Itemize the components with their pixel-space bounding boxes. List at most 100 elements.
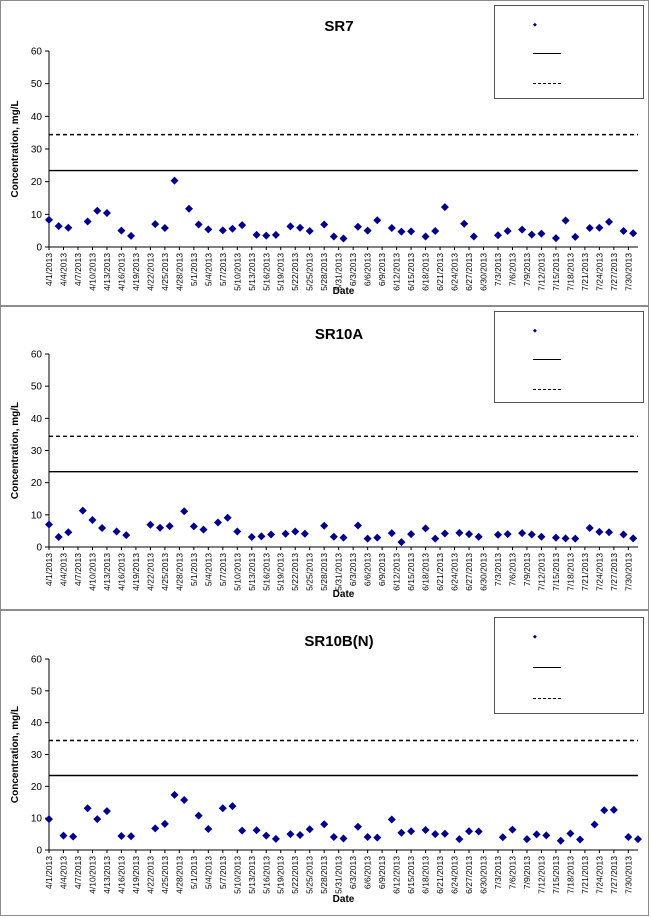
y-tick-label: 40 <box>31 414 43 425</box>
data-point <box>537 532 546 541</box>
x-tick-label: 7/21/2013 <box>580 553 590 591</box>
data-point <box>300 529 309 538</box>
x-tick-label: 4/19/2013 <box>131 553 141 591</box>
data-point <box>146 520 155 529</box>
data-point <box>634 835 642 844</box>
x-tick-label: 4/13/2013 <box>102 253 112 291</box>
data-point <box>527 230 536 239</box>
data-point <box>460 219 469 228</box>
data-point <box>629 229 638 238</box>
x-tick-label: 5/10/2013 <box>232 553 242 591</box>
x-tick-label: 6/24/2013 <box>450 553 460 591</box>
data-point <box>605 528 614 537</box>
data-point <box>252 230 261 239</box>
data-point <box>271 834 280 843</box>
legend-marker-icon: ◆ <box>533 634 537 640</box>
data-point <box>624 832 633 841</box>
x-tick-label: 5/10/2013 <box>232 253 242 291</box>
x-tick-label: 5/13/2013 <box>247 253 257 291</box>
x-tick-label: 6/15/2013 <box>406 253 416 291</box>
y-tick-label: 20 <box>31 782 43 793</box>
data-point <box>551 533 560 542</box>
data-point <box>329 832 338 841</box>
data-point <box>469 232 478 241</box>
data-point <box>69 832 78 841</box>
data-point <box>518 225 527 234</box>
x-tick-label: 5/7/2013 <box>218 553 228 586</box>
x-tick-label: 7/27/2013 <box>609 553 619 591</box>
data-point <box>522 835 531 844</box>
x-tick-label: 4/10/2013 <box>87 856 97 894</box>
data-point <box>440 203 449 212</box>
legend-solid-line-icon <box>533 667 561 668</box>
x-tick-label: 7/9/2013 <box>522 253 532 286</box>
x-tick-label: 6/15/2013 <box>406 553 416 591</box>
data-point <box>98 524 107 533</box>
chart-svg-2: SR10A 0 10 20 30 40 50 60 Concentration, mg/L 4/1… <box>10 326 638 600</box>
x-tick-label: 7/15/2013 <box>551 553 561 591</box>
x-tick-label: 6/9/2013 <box>377 856 387 889</box>
x-tick-label: 5/1/2013 <box>189 253 199 286</box>
legend-dashed-line-icon <box>533 389 561 390</box>
data-point <box>571 232 580 241</box>
x-tick-label: 7/30/2013 <box>623 856 633 894</box>
x-tick-label: 4/7/2013 <box>73 553 83 586</box>
data-point <box>585 224 594 233</box>
chart-panel-1: SR7 0 10 20 30 40 50 60 Concentration, mg/L 4/1/2… <box>0 0 649 306</box>
x-tick-label: 6/27/2013 <box>464 856 474 894</box>
chart-svg-1: SR7 0 10 20 30 40 50 60 Concentration, mg/L 4/1/2… <box>10 18 638 297</box>
x-tick-label: 7/24/2013 <box>594 253 604 291</box>
data-point <box>590 820 599 829</box>
chart-title: SR10B(N) <box>304 633 373 650</box>
data-point <box>54 533 63 542</box>
x-tick-label: 5/13/2013 <box>247 856 257 894</box>
data-point <box>518 529 527 538</box>
data-point <box>373 833 382 842</box>
x-tick-label: 7/3/2013 <box>493 856 503 889</box>
x-tick-label: 6/30/2013 <box>479 253 489 291</box>
data-point <box>431 830 440 839</box>
x-tick-label: 7/6/2013 <box>507 553 517 586</box>
legend-dashed-line-icon <box>533 83 561 84</box>
data-point <box>320 820 329 829</box>
x-tick-label: 6/18/2013 <box>421 253 431 291</box>
y-axis-label: Concentration, mg/L <box>10 706 21 803</box>
x-tick-label: 6/24/2013 <box>450 253 460 291</box>
x-tick-label: 6/12/2013 <box>392 553 402 591</box>
x-tick-label: 6/12/2013 <box>392 253 402 291</box>
chart-legend-2: ◆ <box>494 311 644 403</box>
data-point <box>465 530 474 539</box>
x-tick-label: 6/18/2013 <box>421 856 431 894</box>
data-point <box>228 802 237 811</box>
x-tick-label: 7/30/2013 <box>623 553 633 591</box>
data-point <box>387 224 396 233</box>
x-tick-label: 4/16/2013 <box>116 253 126 291</box>
data-point <box>474 827 483 836</box>
data-point <box>93 815 102 824</box>
x-tick-label: 5/16/2013 <box>261 253 271 291</box>
x-tick-label: 5/22/2013 <box>290 856 300 894</box>
legend-solid-line-icon <box>533 359 561 360</box>
x-tick-label: 6/12/2013 <box>392 856 402 894</box>
y-tick-label: 0 <box>36 543 42 554</box>
data-point <box>102 807 111 816</box>
data-point <box>339 234 348 243</box>
y-tick-label: 0 <box>36 846 42 857</box>
x-tick-label: 4/1/2013 <box>44 253 54 286</box>
data-point <box>185 204 194 213</box>
x-tick-label: 4/13/2013 <box>102 856 112 894</box>
x-tick-label: 6/15/2013 <box>406 856 416 894</box>
data-point <box>431 226 440 235</box>
data-point <box>204 824 213 833</box>
data-point <box>455 835 464 844</box>
y-tick-label: 20 <box>31 177 43 188</box>
data-point <box>397 828 406 837</box>
x-tick-label: 6/30/2013 <box>479 553 489 591</box>
x-tick-label: 5/16/2013 <box>261 553 271 591</box>
y-tick-label: 0 <box>36 243 42 254</box>
data-point <box>262 831 271 840</box>
data-point <box>83 804 92 813</box>
x-tick-label: 6/6/2013 <box>363 253 373 286</box>
x-tick-label: 6/18/2013 <box>421 553 431 591</box>
data-point <box>600 806 609 815</box>
